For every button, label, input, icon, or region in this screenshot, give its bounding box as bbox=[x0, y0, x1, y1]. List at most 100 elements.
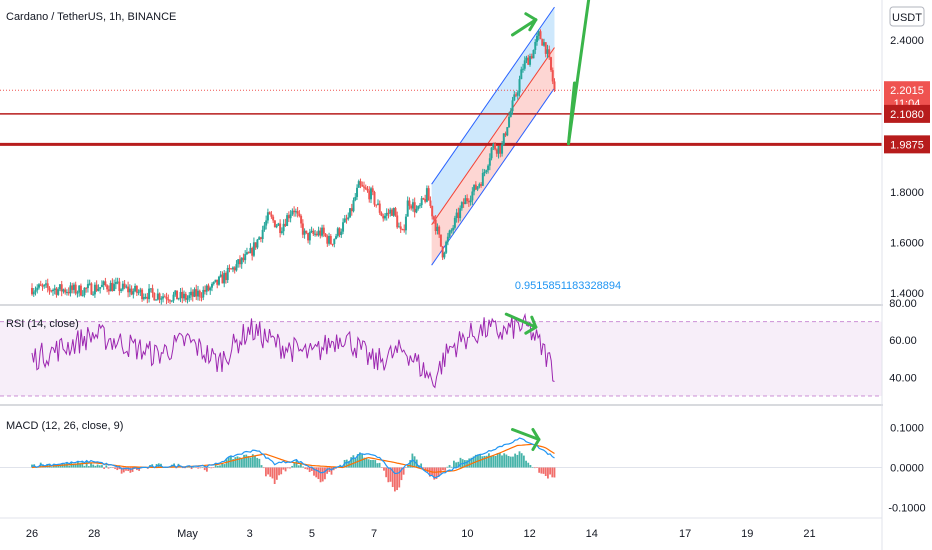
candle-body bbox=[383, 215, 386, 219]
candle-body bbox=[502, 133, 505, 145]
macd-histogram-bar bbox=[236, 456, 239, 468]
macd-histogram-bar bbox=[435, 467, 438, 479]
candle-body bbox=[275, 225, 278, 228]
macd-pane[interactable] bbox=[0, 428, 882, 492]
candle-body bbox=[492, 144, 495, 148]
rsi-title: RSI (14, close) bbox=[6, 318, 79, 330]
candle-body bbox=[86, 284, 89, 289]
macd-histogram-bar bbox=[267, 467, 269, 475]
candle-body bbox=[230, 268, 233, 270]
rsi-pane[interactable] bbox=[0, 312, 882, 397]
candle-body bbox=[319, 230, 322, 236]
candle-body bbox=[238, 259, 241, 265]
currency-badge-box[interactable] bbox=[889, 6, 925, 27]
candle-body bbox=[127, 286, 130, 293]
macd-histogram-bar bbox=[393, 467, 396, 492]
candle-body bbox=[501, 144, 504, 154]
macd-histogram-bar bbox=[551, 467, 554, 478]
candle-body bbox=[340, 231, 343, 236]
macd-histogram-bar bbox=[271, 467, 274, 479]
macd-histogram-bar bbox=[348, 461, 350, 468]
candle-body bbox=[375, 204, 378, 206]
candle-body bbox=[172, 294, 175, 301]
candle-body bbox=[165, 296, 168, 300]
candle-body bbox=[469, 200, 472, 203]
candle-body bbox=[387, 212, 390, 214]
candle-body bbox=[371, 188, 374, 193]
macd-histogram-bar bbox=[424, 467, 427, 471]
candle-body bbox=[104, 281, 107, 286]
candle-body bbox=[527, 57, 530, 65]
candle-body bbox=[439, 234, 442, 247]
candle-body bbox=[169, 300, 172, 302]
candle-body bbox=[245, 252, 248, 255]
candle-body bbox=[396, 215, 399, 228]
macd-histogram-bar bbox=[516, 454, 519, 468]
channel-lower-line bbox=[431, 87, 555, 266]
macd-histogram-bar bbox=[372, 459, 374, 468]
candle-body bbox=[457, 212, 460, 219]
candle-body bbox=[448, 230, 451, 237]
candle-body bbox=[518, 79, 521, 93]
macd-histogram-bar bbox=[247, 456, 250, 468]
time-tick-label: 10 bbox=[461, 528, 473, 540]
candle-body bbox=[541, 39, 544, 46]
macd-histogram-bar bbox=[514, 453, 517, 468]
macd-histogram-bar bbox=[42, 464, 44, 468]
candle-body bbox=[382, 215, 385, 219]
candle-body bbox=[455, 212, 458, 218]
macd-histogram-bar bbox=[450, 466, 453, 468]
macd-histogram-bar bbox=[278, 467, 280, 476]
candle-body bbox=[46, 283, 49, 288]
macd-histogram-bar bbox=[129, 467, 132, 473]
candle-body bbox=[265, 220, 268, 226]
macd-histogram-bar bbox=[466, 460, 468, 468]
price-tick-label: 1.6000 bbox=[890, 237, 924, 249]
candle-body bbox=[139, 289, 142, 293]
price-level-tag[interactable] bbox=[884, 135, 930, 154]
macd-histogram-bar bbox=[291, 465, 294, 468]
candle-body bbox=[361, 184, 364, 187]
macd-signal-line bbox=[31, 443, 555, 473]
price-axis[interactable]: 1.4000 1.6000 1.8000 2.4000 40.00 60.00 80.00 0… bbox=[883, 0, 932, 550]
candle-body bbox=[48, 287, 51, 291]
candle-body bbox=[441, 246, 444, 258]
price-level-tag[interactable] bbox=[884, 104, 930, 123]
candle-body bbox=[272, 216, 275, 221]
macd-histogram-bar bbox=[265, 467, 267, 477]
candle-body bbox=[411, 202, 414, 209]
macd-histogram-bar bbox=[275, 467, 278, 480]
candle-body bbox=[120, 289, 123, 291]
candle-body bbox=[389, 209, 392, 214]
time-tick-label: 5 bbox=[309, 528, 315, 540]
macd-histogram-bar bbox=[234, 457, 237, 468]
rsi-arrow-line bbox=[504, 312, 538, 329]
candle-body bbox=[315, 233, 318, 236]
price-pane[interactable] bbox=[0, 0, 882, 305]
channel-upper-fill bbox=[431, 7, 555, 225]
price-tick-label: 1.4000 bbox=[890, 288, 924, 300]
macd-histogram-bar bbox=[509, 456, 512, 468]
macd-histogram-bar bbox=[501, 455, 503, 468]
candle-body bbox=[69, 285, 72, 294]
macd-histogram-bar bbox=[205, 467, 208, 472]
candle-body bbox=[64, 289, 67, 293]
macd-histogram-bar bbox=[101, 465, 103, 468]
candle-body bbox=[167, 299, 170, 301]
macd-histogram-bar bbox=[369, 460, 372, 468]
candle-body bbox=[202, 289, 205, 298]
candle-body bbox=[303, 230, 306, 235]
candle-body bbox=[81, 295, 84, 297]
time-tick-label: 19 bbox=[741, 528, 753, 540]
time-axis[interactable]: 26 28 May 3 5 7 10 12 14 17 19 21 bbox=[26, 528, 816, 540]
macd-histogram-bar bbox=[225, 459, 228, 468]
candle-body bbox=[50, 290, 53, 292]
candle-body bbox=[544, 42, 547, 54]
candle-body bbox=[366, 188, 369, 191]
macd-histogram-bar bbox=[444, 467, 447, 471]
macd-histogram-bar bbox=[365, 458, 368, 468]
macd-histogram-bar bbox=[407, 465, 409, 468]
candle-body bbox=[226, 267, 229, 281]
macd-histogram-bar bbox=[387, 467, 390, 483]
candle-body bbox=[266, 212, 269, 221]
